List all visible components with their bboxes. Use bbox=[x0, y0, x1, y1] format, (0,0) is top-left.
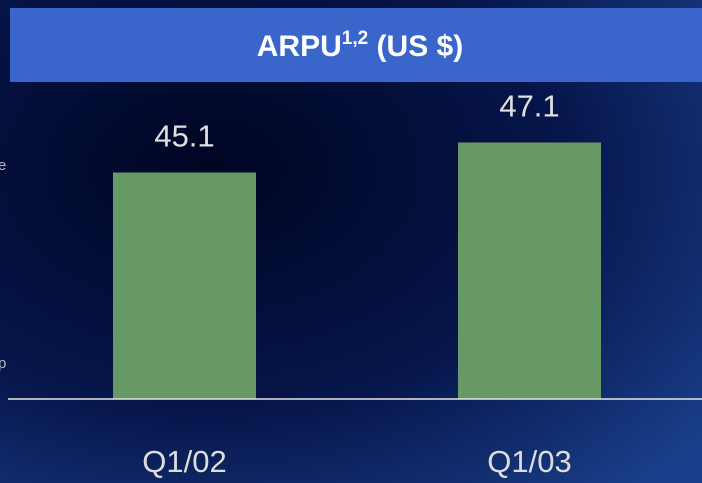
value-label: 45.1 bbox=[154, 119, 214, 154]
title-main: ARPU bbox=[257, 30, 342, 63]
annotation: e bbox=[0, 157, 6, 174]
bar bbox=[113, 172, 256, 399]
chart-title: ARPU1,2 (US $) bbox=[257, 28, 463, 63]
title-bar bbox=[10, 8, 702, 82]
plot-area: Q1/02 45.1 Q1/03 47.1 bbox=[113, 89, 601, 479]
title-superscript: 1,2 bbox=[342, 28, 368, 49]
annotation: p bbox=[0, 355, 6, 372]
x-tick-label: Q1/03 bbox=[487, 444, 571, 479]
bar bbox=[458, 142, 601, 399]
title-suffix: (US $) bbox=[368, 30, 463, 63]
x-tick-label: Q1/02 bbox=[142, 444, 226, 479]
value-label: 47.1 bbox=[499, 89, 559, 124]
